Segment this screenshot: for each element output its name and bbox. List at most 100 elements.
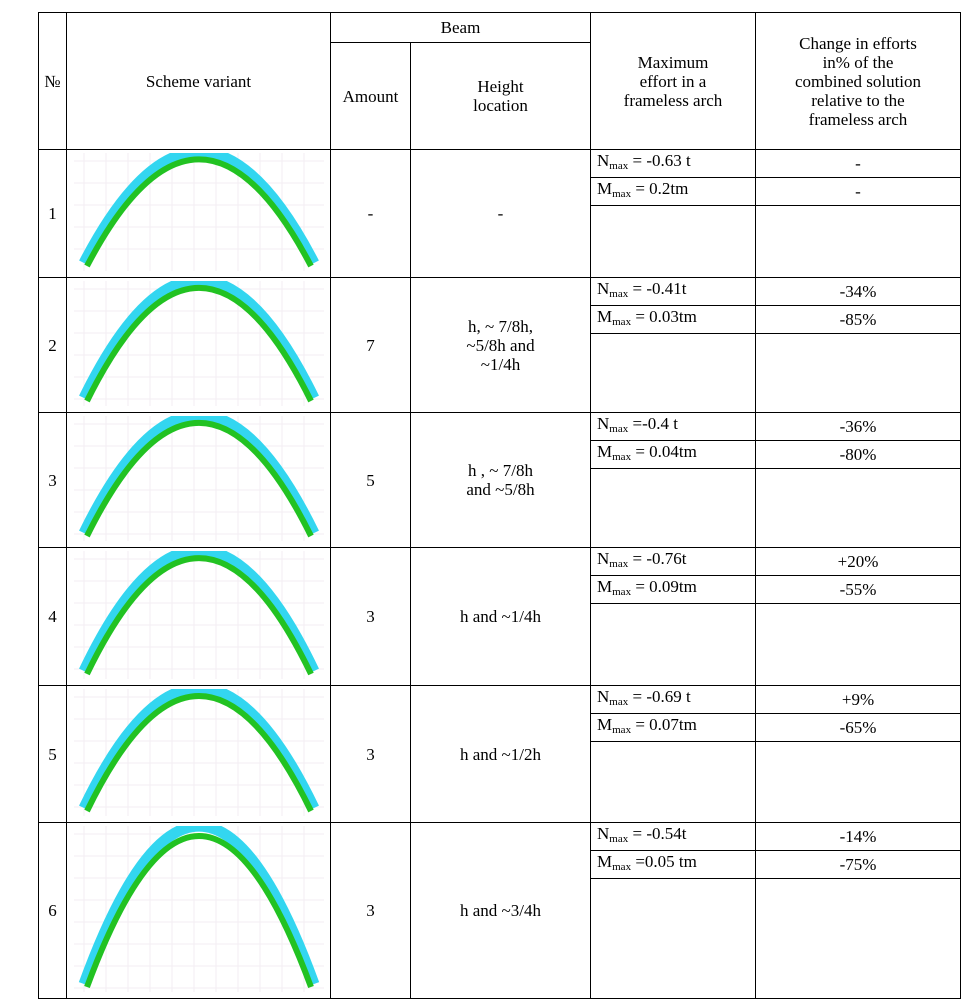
change-m_change: -80% (756, 441, 960, 469)
change-value: -36% (840, 417, 877, 436)
header-beam: Beam (331, 13, 591, 43)
scheme-image (74, 416, 324, 541)
change-value: - (855, 182, 861, 201)
effort-m: Mmax = 0.07tm (591, 714, 755, 742)
effort-text: Nmax = -0.54t (597, 824, 686, 849)
symbol: M (597, 715, 612, 734)
effort-text: Mmax = 0.07tm (597, 715, 697, 740)
effort-text: Mmax = 0.2tm (597, 179, 688, 204)
text-line: Maximum (591, 53, 755, 72)
effort-text: Nmax = -0.63 t (597, 151, 691, 176)
effort-value: = 0.2tm (631, 179, 688, 198)
text-line: and ~5/8h (411, 480, 590, 499)
effort-text: Nmax = -0.41t (597, 279, 686, 304)
change-value: +9% (842, 690, 874, 709)
text-line: ~5/8h and (411, 336, 590, 355)
scheme-image (74, 281, 324, 406)
change-m_change: -55% (756, 576, 960, 604)
change-value: -14% (840, 827, 877, 846)
effort-value: = 0.03tm (631, 307, 697, 326)
effort-m: Mmax = 0.03tm (591, 306, 755, 334)
change-n_change: +9% (756, 686, 960, 714)
symbol: M (597, 442, 612, 461)
effort-text: Nmax =-0.4 t (597, 414, 678, 439)
effort-value: = 0.04tm (631, 442, 697, 461)
text-line: Height (411, 77, 590, 96)
height-location: - (411, 150, 591, 278)
effort-m: Mmax = 0.2tm (591, 178, 755, 206)
change-cell: -34%-85% (756, 278, 961, 413)
effort-value: = -0.63 t (628, 151, 690, 170)
text-line: Change in efforts (756, 34, 960, 53)
amount: 3 (331, 548, 411, 686)
change-cell: -14% -75% (756, 823, 961, 999)
effort-value: =0.05 tm (631, 852, 697, 871)
effort-text: Mmax = 0.09tm (597, 577, 697, 602)
symbol: N (597, 824, 609, 843)
text-line: - (411, 204, 590, 223)
effort-n: Nmax =-0.4 t (591, 413, 755, 441)
symbol: M (597, 179, 612, 198)
subscript: max (609, 696, 628, 708)
effort-m: Mmax =0.05 tm (591, 851, 755, 879)
scheme-cell (67, 150, 331, 278)
subscript: max (609, 160, 628, 172)
amount: 7 (331, 278, 411, 413)
change-n_change: -36% (756, 413, 960, 441)
effort-m: Mmax = 0.09tm (591, 576, 755, 604)
change-value: +20% (838, 552, 879, 571)
subscript: max (609, 423, 628, 435)
scheme-cell (67, 548, 331, 686)
change-value: -55% (840, 580, 877, 599)
effort-n: Nmax = -0.63 t (591, 150, 755, 178)
row-number: 3 (39, 413, 67, 548)
height-location: h and ~1/2h (411, 686, 591, 823)
subscript: max (612, 861, 631, 873)
text-line: frameless arch (591, 91, 755, 110)
change-n_change: -14% (756, 823, 960, 851)
row-number: 2 (39, 278, 67, 413)
effort-n: Nmax = -0.76t (591, 548, 755, 576)
effort-cell: Nmax = -0.69 t Mmax = 0.07tm (591, 686, 756, 823)
text-line: in% of the (756, 53, 960, 72)
symbol: N (597, 151, 609, 170)
height-location: h and ~3/4h (411, 823, 591, 999)
effort-text: Nmax = -0.69 t (597, 687, 691, 712)
symbol: N (597, 549, 609, 568)
change-value: - (855, 154, 861, 173)
effort-n: Nmax = -0.69 t (591, 686, 755, 714)
scheme-cell (67, 413, 331, 548)
height-location: h and ~1/4h (411, 548, 591, 686)
scheme-image (74, 689, 324, 816)
text-line: location (411, 96, 590, 115)
symbol: M (597, 577, 612, 596)
effort-cell: Nmax = -0.63 t Mmax = 0.2tm (591, 150, 756, 278)
amount: 5 (331, 413, 411, 548)
change-m_change: -75% (756, 851, 960, 879)
row-number: 4 (39, 548, 67, 686)
effort-value: = 0.09tm (631, 577, 697, 596)
change-value: -75% (840, 855, 877, 874)
effort-value: = 0.07tm (631, 715, 697, 734)
text-line: relative to the (756, 91, 960, 110)
effort-text: Mmax = 0.04tm (597, 442, 697, 467)
effort-value: = -0.69 t (628, 687, 690, 706)
text-line: frameless arch (756, 110, 960, 129)
change-value: -85% (840, 310, 877, 329)
text-line: effort in a (591, 72, 755, 91)
header-amount: Amount (331, 43, 411, 150)
change-cell: -- (756, 150, 961, 278)
subscript: max (609, 288, 628, 300)
effort-value: = -0.54t (628, 824, 686, 843)
subscript: max (612, 451, 631, 463)
row-number: 1 (39, 150, 67, 278)
change-value: -80% (840, 445, 877, 464)
symbol: N (597, 414, 609, 433)
scheme-cell (67, 686, 331, 823)
